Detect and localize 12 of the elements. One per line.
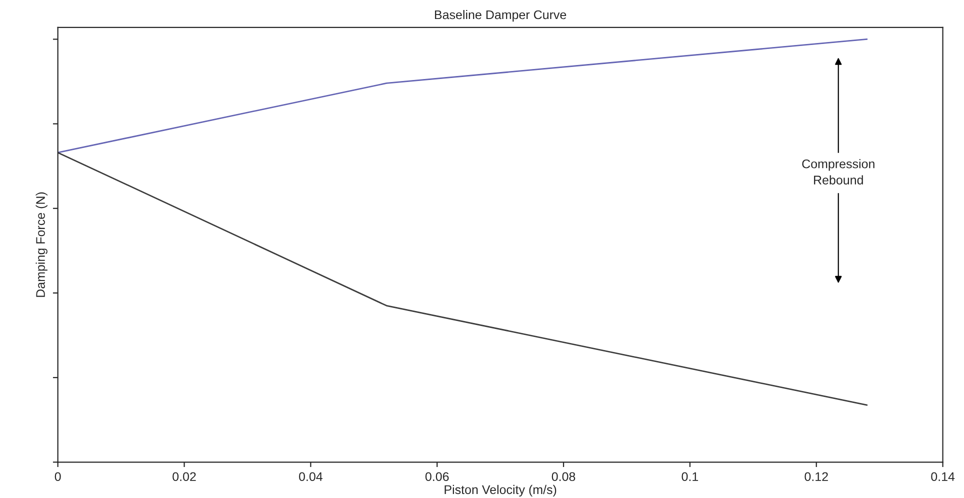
x-tick-label: 0.08 bbox=[552, 472, 576, 482]
x-tick-label: 0.04 bbox=[299, 472, 322, 482]
x-tick-label: 0 bbox=[54, 472, 61, 482]
x-axis-title: Piston Velocity (m/s) bbox=[444, 484, 556, 497]
y-axis-title: Damping Force (N) bbox=[36, 192, 48, 297]
x-tick-label: 0.02 bbox=[172, 472, 196, 482]
annotation: Compression Rebound bbox=[802, 159, 874, 184]
chart-title: Baseline Damper Curve bbox=[434, 10, 566, 22]
x-tick-label: 0.12 bbox=[804, 472, 828, 482]
x-tick-label: 0.06 bbox=[425, 472, 449, 482]
x-tick-label: 0.14 bbox=[931, 472, 955, 482]
x-tick-label: 0.1 bbox=[682, 472, 698, 482]
